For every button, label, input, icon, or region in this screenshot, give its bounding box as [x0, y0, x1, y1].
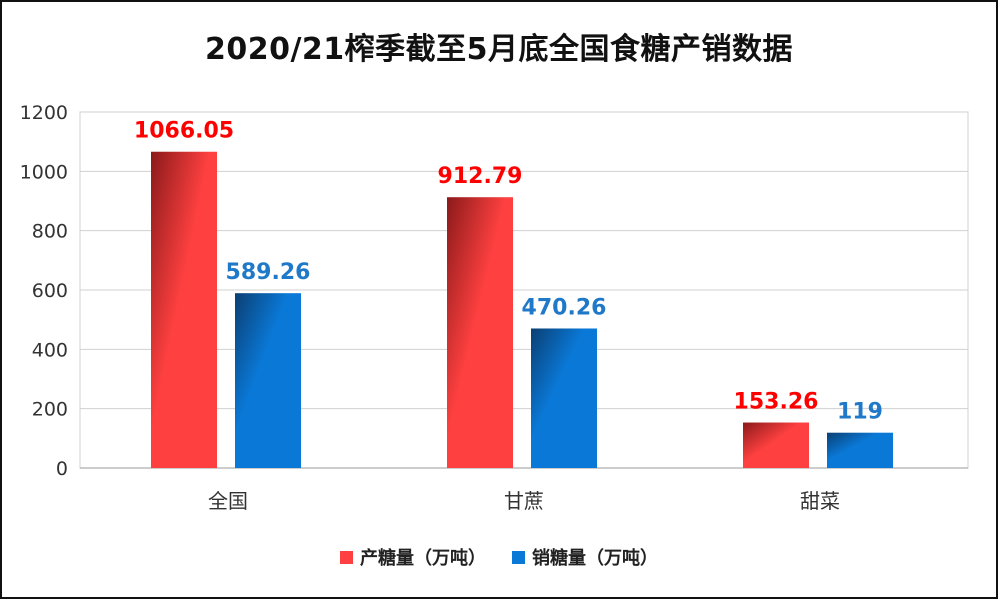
data-label-production: 912.79: [438, 164, 523, 189]
y-tick-label: 400: [32, 339, 68, 361]
y-tick-label: 1200: [20, 102, 68, 124]
data-label-sales: 589.26: [226, 260, 311, 285]
legend-swatch-production: [340, 550, 353, 564]
data-label-production: 1066.05: [134, 119, 234, 144]
bar-sales: [827, 432, 893, 468]
legend-swatch-sales: [512, 550, 525, 564]
y-tick-label: 800: [32, 221, 68, 243]
x-tick-label: 甘蔗: [504, 489, 544, 513]
legend-item-production: 产糖量（万吨）: [340, 544, 486, 570]
bar-sales: [531, 328, 597, 468]
x-tick-label: 全国: [208, 489, 248, 513]
x-tick-label: 甜菜: [800, 489, 840, 513]
bar-production: [151, 151, 217, 468]
y-tick-label: 1000: [20, 161, 68, 183]
legend-label-sales: 销糖量（万吨）: [532, 548, 658, 569]
bar-production: [447, 197, 513, 468]
bar-production: [743, 422, 809, 468]
y-tick-label: 0: [56, 458, 68, 480]
data-label-sales: 119: [837, 400, 883, 425]
y-tick-label: 200: [32, 399, 68, 421]
data-label-production: 153.26: [734, 390, 819, 415]
chart-title: 2020/21榨季截至5月底全国食糖产销数据: [204, 32, 794, 67]
legend-item-sales: 销糖量（万吨）: [512, 544, 658, 570]
data-label-sales: 470.26: [522, 295, 607, 320]
legend: 产糖量（万吨） 销糖量（万吨）: [2, 544, 996, 570]
legend-label-production: 产糖量（万吨）: [360, 548, 486, 569]
y-tick-label: 600: [32, 280, 68, 302]
bar-sales: [235, 293, 301, 468]
